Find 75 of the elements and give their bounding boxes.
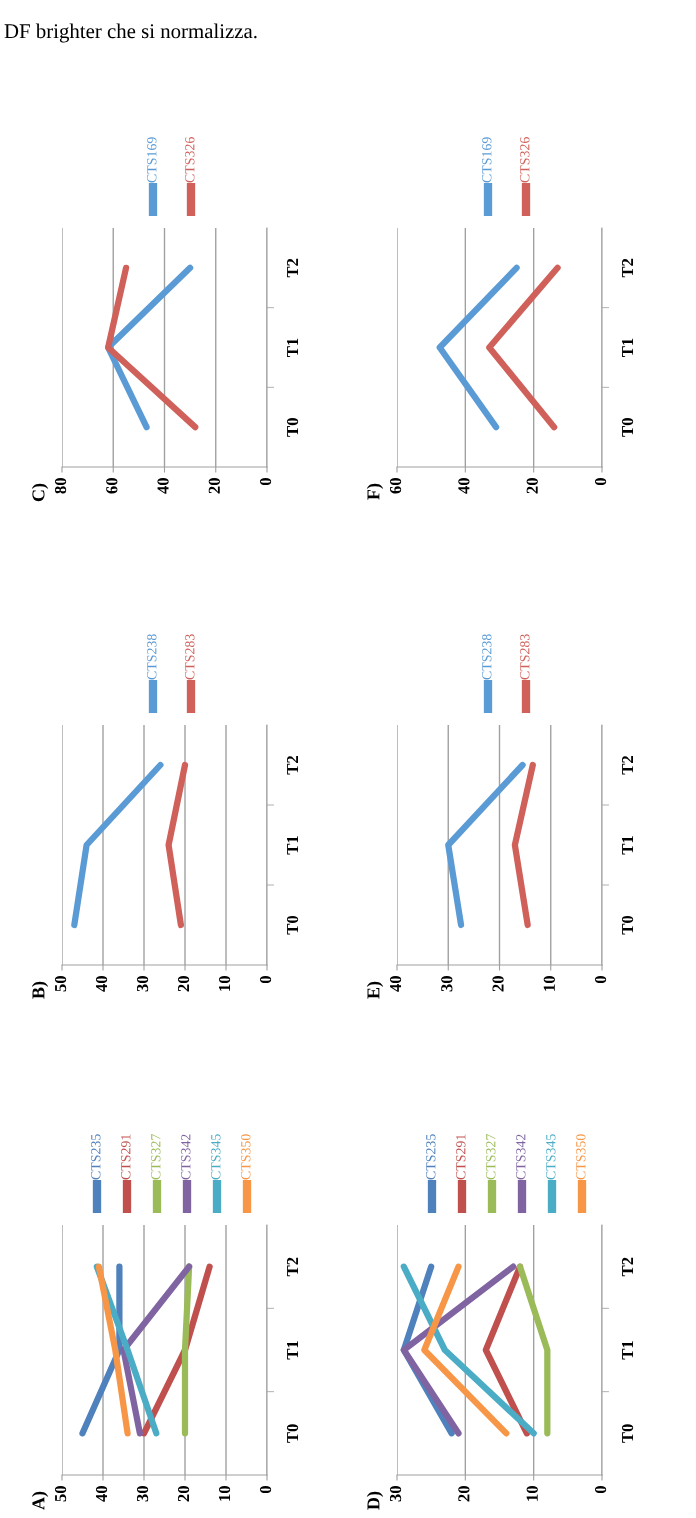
- y-tick-label: T2: [621, 258, 634, 278]
- text: CTS326: [185, 137, 195, 183]
- text: CTS326: [520, 137, 530, 183]
- x-tick-label: 0: [594, 976, 607, 984]
- y-tick-label: T0: [286, 915, 299, 935]
- x-tick-label: 30: [136, 976, 149, 992]
- x-tick-label: 40: [458, 478, 470, 494]
- text: CTS327: [486, 1134, 496, 1180]
- y-tick-label: T2: [286, 1257, 299, 1277]
- x-tick-label: 40: [95, 1486, 108, 1502]
- text: A): [31, 1491, 49, 1510]
- x-tick-label: 60: [389, 478, 402, 494]
- x-tick-label: 30: [136, 1486, 149, 1502]
- x-tick-label: 40: [389, 976, 402, 992]
- x-tick-label: 0: [594, 478, 607, 486]
- y-tick-label: T0: [621, 418, 634, 437]
- x-tick-label: 60: [106, 478, 118, 494]
- text: CTS342: [516, 1134, 526, 1180]
- x-tick-label: 20: [458, 1486, 470, 1502]
- text: CTS238: [147, 634, 157, 680]
- x-tick-label: 30: [389, 1486, 402, 1502]
- text: CTS291: [121, 1134, 131, 1180]
- text: E): [366, 981, 384, 999]
- y-tick-label: T2: [286, 258, 299, 278]
- text: CTS327: [151, 1134, 161, 1180]
- x-tick-label: 10: [218, 976, 231, 991]
- x-tick-label: 80: [54, 478, 67, 494]
- x-tick-label: 40: [157, 478, 169, 494]
- text: CTS291: [456, 1134, 466, 1180]
- text: F): [366, 483, 384, 500]
- x-tick-label: 20: [177, 976, 190, 992]
- y-tick-label: T2: [621, 1257, 634, 1277]
- text: D): [366, 1491, 384, 1510]
- x-tick-label: 40: [95, 976, 108, 992]
- text: CTS345: [546, 1134, 556, 1180]
- y-tick-label: T1: [622, 338, 634, 357]
- x-tick-label: 0: [259, 1486, 272, 1494]
- y-tick-label: T1: [287, 1341, 299, 1360]
- text: CTS345: [211, 1134, 221, 1180]
- text: C): [31, 483, 49, 502]
- y-tick-label: T1: [622, 1341, 634, 1360]
- x-tick-label: 50: [54, 976, 67, 992]
- text: CTS235: [426, 1134, 436, 1180]
- y-tick-label: T2: [621, 755, 634, 775]
- y-tick-label: T0: [286, 1424, 299, 1443]
- x-tick-label: 10: [526, 1486, 538, 1501]
- text: CTS238: [482, 634, 492, 680]
- y-tick-label: T0: [621, 915, 634, 935]
- x-tick-label: 30: [441, 976, 453, 992]
- text: CTS169: [482, 137, 492, 183]
- x-tick-label: 20: [492, 976, 504, 992]
- x-tick-label: 20: [177, 1486, 190, 1502]
- text: DF brighter che si normalizza.: [4, 23, 257, 43]
- y-tick-label: T0: [286, 418, 299, 437]
- y-tick-label: T1: [622, 836, 634, 855]
- x-tick-label: 20: [208, 478, 220, 494]
- x-tick-label: 0: [259, 976, 272, 984]
- text: CTS350: [241, 1134, 251, 1180]
- x-tick-label: 0: [259, 478, 272, 486]
- x-tick-label: 10: [218, 1486, 231, 1501]
- y-tick-label: T0: [621, 1424, 634, 1443]
- y-tick-label: T1: [287, 338, 299, 357]
- text: CTS342: [181, 1134, 191, 1180]
- text: CTS350: [576, 1134, 586, 1180]
- x-tick-label: 50: [54, 1486, 67, 1502]
- y-tick-label: T1: [287, 836, 299, 855]
- text: B): [31, 981, 49, 999]
- x-tick-label: 10: [543, 976, 555, 991]
- text: CTS235: [91, 1134, 101, 1180]
- text: CTS283: [185, 634, 195, 680]
- y-tick-label: T2: [286, 755, 299, 775]
- text: CTS169: [147, 137, 157, 183]
- x-tick-label: 0: [594, 1486, 607, 1494]
- text: CTS283: [520, 634, 530, 680]
- x-tick-label: 20: [526, 478, 538, 494]
